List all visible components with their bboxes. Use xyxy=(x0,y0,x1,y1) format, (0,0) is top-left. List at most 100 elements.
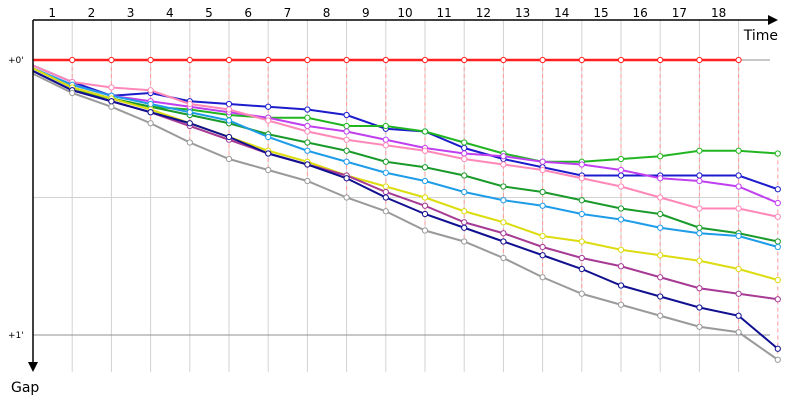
reference-point xyxy=(186,56,193,64)
series-point xyxy=(657,175,664,182)
x-tick-label: 5 xyxy=(205,6,213,20)
series-point xyxy=(147,100,154,108)
series-point xyxy=(539,202,546,209)
x-tick-label: 3 xyxy=(127,6,135,20)
series-point xyxy=(304,177,311,185)
series-point xyxy=(735,312,742,319)
series-point xyxy=(108,84,115,91)
series-point xyxy=(578,265,585,273)
series-line xyxy=(32,70,779,350)
x-tick-label: 14 xyxy=(554,6,569,20)
series-point xyxy=(461,172,468,179)
series-point xyxy=(657,210,664,218)
series-point xyxy=(578,210,585,218)
series-point xyxy=(461,150,468,157)
series-point xyxy=(421,227,429,234)
series-point xyxy=(382,208,389,215)
series-point xyxy=(147,109,154,116)
series-point xyxy=(578,254,585,262)
series-point xyxy=(147,120,154,127)
series-point xyxy=(657,224,664,231)
series-point xyxy=(657,312,664,319)
y-tick-label: +1' xyxy=(8,331,24,341)
series-point xyxy=(617,155,625,163)
series-point xyxy=(578,175,585,182)
x-tick-label: 18 xyxy=(711,6,726,20)
series-point xyxy=(147,87,154,94)
series-point xyxy=(108,98,115,105)
series-point xyxy=(304,106,311,113)
series-point xyxy=(382,142,389,149)
series-point xyxy=(343,147,350,154)
x-tick-label: 7 xyxy=(284,6,292,20)
series-point xyxy=(617,282,625,289)
x-tick-label: 12 xyxy=(476,6,491,20)
series-point xyxy=(657,194,664,201)
reference-point xyxy=(382,56,389,64)
series-point xyxy=(578,238,585,245)
series-point xyxy=(500,153,507,160)
series-point xyxy=(461,219,468,226)
series-point xyxy=(578,290,585,297)
reference-point xyxy=(617,56,625,64)
series-point xyxy=(696,285,703,292)
series-point xyxy=(539,158,546,165)
series-point xyxy=(382,158,389,165)
series-point xyxy=(265,133,272,141)
series-point xyxy=(186,120,193,127)
x-axis-arrow xyxy=(768,15,778,25)
series-point xyxy=(735,290,742,297)
reference-point xyxy=(69,56,76,64)
reference-point xyxy=(735,56,742,64)
series-point xyxy=(500,238,507,245)
series-point xyxy=(265,103,272,110)
x-tick-label: 9 xyxy=(362,6,370,20)
series-point xyxy=(657,274,664,281)
series-point xyxy=(735,183,742,190)
series-point xyxy=(539,243,546,251)
series-point xyxy=(696,147,703,154)
series-point xyxy=(186,139,193,146)
series-point xyxy=(421,177,429,185)
series-point xyxy=(774,356,781,363)
series-point xyxy=(774,345,781,352)
x-tick-label: 2 xyxy=(88,6,96,20)
x-axis-title: Time xyxy=(743,28,778,44)
series-point xyxy=(461,139,468,146)
series-point xyxy=(617,263,625,270)
reference-point xyxy=(421,56,429,64)
series-point xyxy=(539,232,546,240)
series-point xyxy=(186,109,193,116)
series-point xyxy=(539,274,546,281)
reference-point xyxy=(265,56,272,64)
series-point xyxy=(421,194,429,201)
x-tick-label: 1 xyxy=(48,6,56,20)
reference-point xyxy=(539,56,546,64)
series-point xyxy=(617,301,625,308)
series-point xyxy=(617,172,625,179)
series-point xyxy=(500,254,507,262)
series-point xyxy=(304,161,311,168)
series-point xyxy=(461,155,468,163)
series-point xyxy=(186,100,193,108)
series-point xyxy=(69,89,76,97)
series-line xyxy=(32,67,779,204)
series-point xyxy=(500,183,507,190)
series-point xyxy=(735,329,742,336)
reference-point xyxy=(657,56,664,64)
series-point xyxy=(657,293,664,300)
series-point xyxy=(421,202,429,209)
series-point xyxy=(382,188,389,196)
reference-point xyxy=(225,56,233,64)
y-axis-title: Gap xyxy=(11,380,39,396)
series-point xyxy=(774,150,781,157)
series-point xyxy=(225,100,233,108)
series-point xyxy=(500,219,507,226)
reference-point xyxy=(343,56,350,64)
series-point xyxy=(735,147,742,154)
series-line xyxy=(32,67,779,248)
series-point xyxy=(617,205,625,212)
series-point xyxy=(696,172,703,179)
series-point xyxy=(265,150,272,157)
series-point xyxy=(500,230,507,237)
